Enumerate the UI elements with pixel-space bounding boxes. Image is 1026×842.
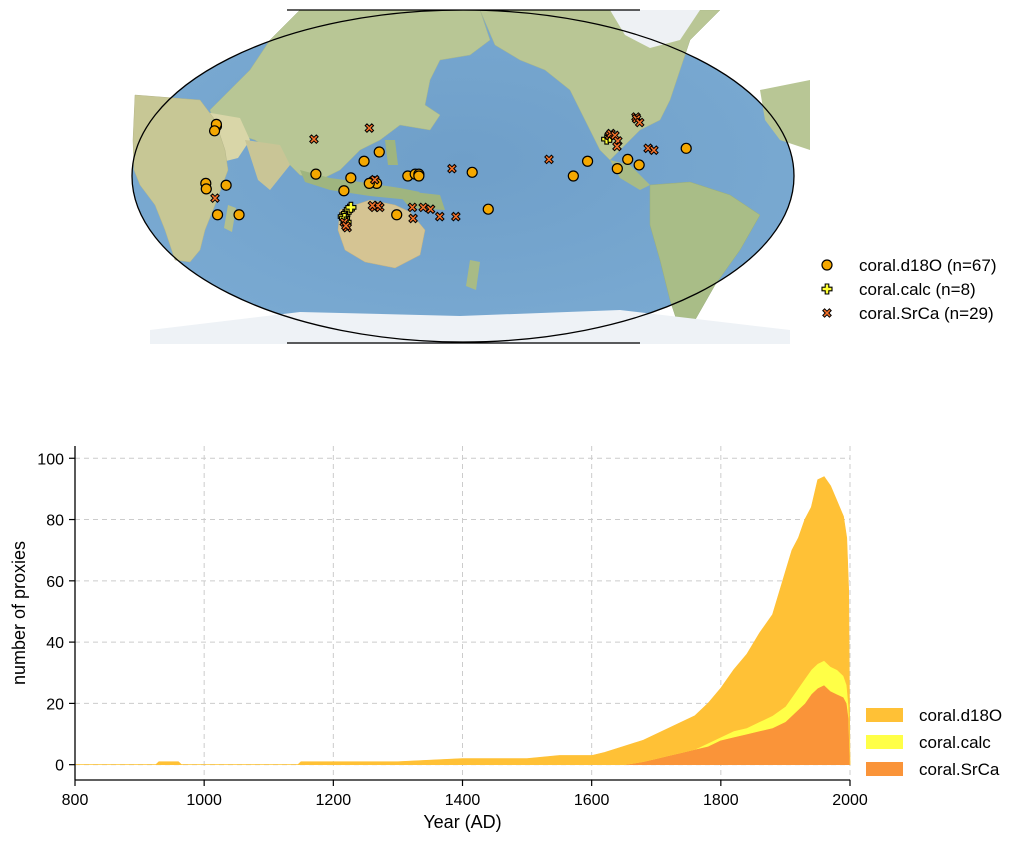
x-tick-label: 800 bbox=[62, 792, 89, 809]
land-australia bbox=[337, 199, 426, 269]
area-legend-swatch bbox=[866, 708, 903, 722]
map-marker-x bbox=[425, 204, 436, 215]
map-marker-x bbox=[450, 211, 461, 222]
map-outline bbox=[131, 10, 795, 343]
map-marker-x bbox=[447, 163, 457, 174]
map-markers bbox=[200, 112, 692, 233]
land-philippines bbox=[385, 140, 398, 165]
land-madagascar bbox=[224, 205, 236, 232]
map-marker-x bbox=[364, 123, 375, 133]
map-legend-label: coral.SrCa (n=29) bbox=[859, 304, 994, 323]
y-tick-label: 80 bbox=[46, 513, 64, 530]
land-africa bbox=[132, 94, 229, 263]
map-marker-circle bbox=[680, 142, 692, 154]
area-coral-d18O bbox=[75, 476, 851, 765]
map-marker-x bbox=[418, 202, 429, 213]
land-europe-edge bbox=[760, 80, 810, 150]
map-marker-x bbox=[408, 213, 419, 224]
map-marker-x bbox=[367, 200, 378, 211]
y-tick-label: 0 bbox=[55, 758, 64, 775]
map-basemap bbox=[132, 10, 810, 344]
map-marker-x bbox=[309, 134, 319, 145]
map-marker-circle bbox=[220, 179, 232, 191]
y-tick-label: 40 bbox=[46, 635, 64, 652]
area-axes: 800 1000 1200 1400 1600 1800 2000 0 20 40 60 80 100 bbox=[37, 446, 868, 809]
map-marker-x bbox=[634, 117, 645, 128]
map-marker-x bbox=[369, 174, 380, 185]
map-marker-x bbox=[648, 145, 659, 156]
area-legend: coral.d18O coral.calc coral.SrCa bbox=[866, 706, 1002, 779]
map-marker-circle bbox=[373, 146, 385, 158]
y-axis-label: number of proxies bbox=[9, 541, 29, 685]
area-chart: 800 1000 1200 1400 1600 1800 2000020406080100 … bbox=[9, 446, 868, 832]
map-panel bbox=[131, 9, 810, 344]
map-marker-circle bbox=[581, 155, 594, 167]
map-marker-x bbox=[434, 211, 445, 222]
map-marker-circle bbox=[358, 155, 370, 167]
map-marker-circle bbox=[622, 153, 634, 165]
y-tick-label: 60 bbox=[46, 574, 64, 591]
x-tick-label: 1800 bbox=[703, 792, 739, 809]
map-marker-circle bbox=[611, 163, 623, 175]
map-marker-x bbox=[612, 141, 622, 152]
map-marker-x bbox=[340, 220, 351, 231]
land-greenland bbox=[610, 10, 700, 48]
map-legend-marker-plus bbox=[821, 283, 833, 295]
map-marker-circle bbox=[310, 168, 322, 180]
map-marker-circle bbox=[345, 172, 357, 184]
area-legend-swatch bbox=[866, 735, 903, 749]
y-tick-label: 20 bbox=[46, 696, 64, 713]
map-marker-circle bbox=[413, 170, 425, 182]
land-southamerica bbox=[649, 181, 761, 331]
area-legend-swatch bbox=[866, 762, 903, 776]
land-newzealand bbox=[466, 260, 480, 290]
x-tick-label: 1200 bbox=[316, 792, 352, 809]
map-marker-circle bbox=[567, 170, 579, 182]
land-india bbox=[245, 140, 290, 190]
area-legend-label: coral.calc bbox=[919, 733, 991, 752]
map-marker-x bbox=[407, 202, 418, 213]
map-marker-circle bbox=[338, 185, 350, 197]
map-legend: coral.d18O (n=67) coral.calc (n=8) coral.S… bbox=[821, 256, 997, 323]
map-marker-plus bbox=[345, 201, 357, 213]
map-marker-circle bbox=[211, 209, 224, 221]
y-tick-label: 100 bbox=[37, 451, 64, 468]
area-fills bbox=[75, 476, 851, 765]
map-marker-x bbox=[544, 154, 554, 165]
land-indonesia bbox=[300, 170, 420, 200]
map-marker-circle bbox=[391, 209, 403, 221]
map-legend-marker-x bbox=[822, 308, 832, 318]
map-marker-circle bbox=[208, 125, 221, 137]
x-tick-label: 1600 bbox=[574, 792, 610, 809]
x-tick-label: 1400 bbox=[445, 792, 481, 809]
map-marker-circle bbox=[482, 203, 494, 215]
x-tick-label: 2000 bbox=[832, 792, 868, 809]
map-legend-label: coral.d18O (n=67) bbox=[859, 256, 997, 275]
map-marker-circle bbox=[200, 183, 212, 195]
x-tick-label: 1000 bbox=[186, 792, 222, 809]
map-marker-circle bbox=[633, 159, 645, 171]
map-marker-circle bbox=[233, 209, 245, 221]
x-axis-label: Year (AD) bbox=[423, 812, 501, 832]
land-antarctica bbox=[150, 310, 790, 344]
land-asia bbox=[209, 10, 491, 181]
map-marker-x bbox=[210, 193, 220, 204]
area-legend-label: coral.d18O bbox=[919, 706, 1002, 725]
map-legend-marker-circle bbox=[821, 259, 833, 271]
map-marker-circle bbox=[466, 166, 478, 178]
map-legend-label: coral.calc (n=8) bbox=[859, 280, 976, 299]
area-legend-label: coral.SrCa bbox=[919, 760, 1000, 779]
